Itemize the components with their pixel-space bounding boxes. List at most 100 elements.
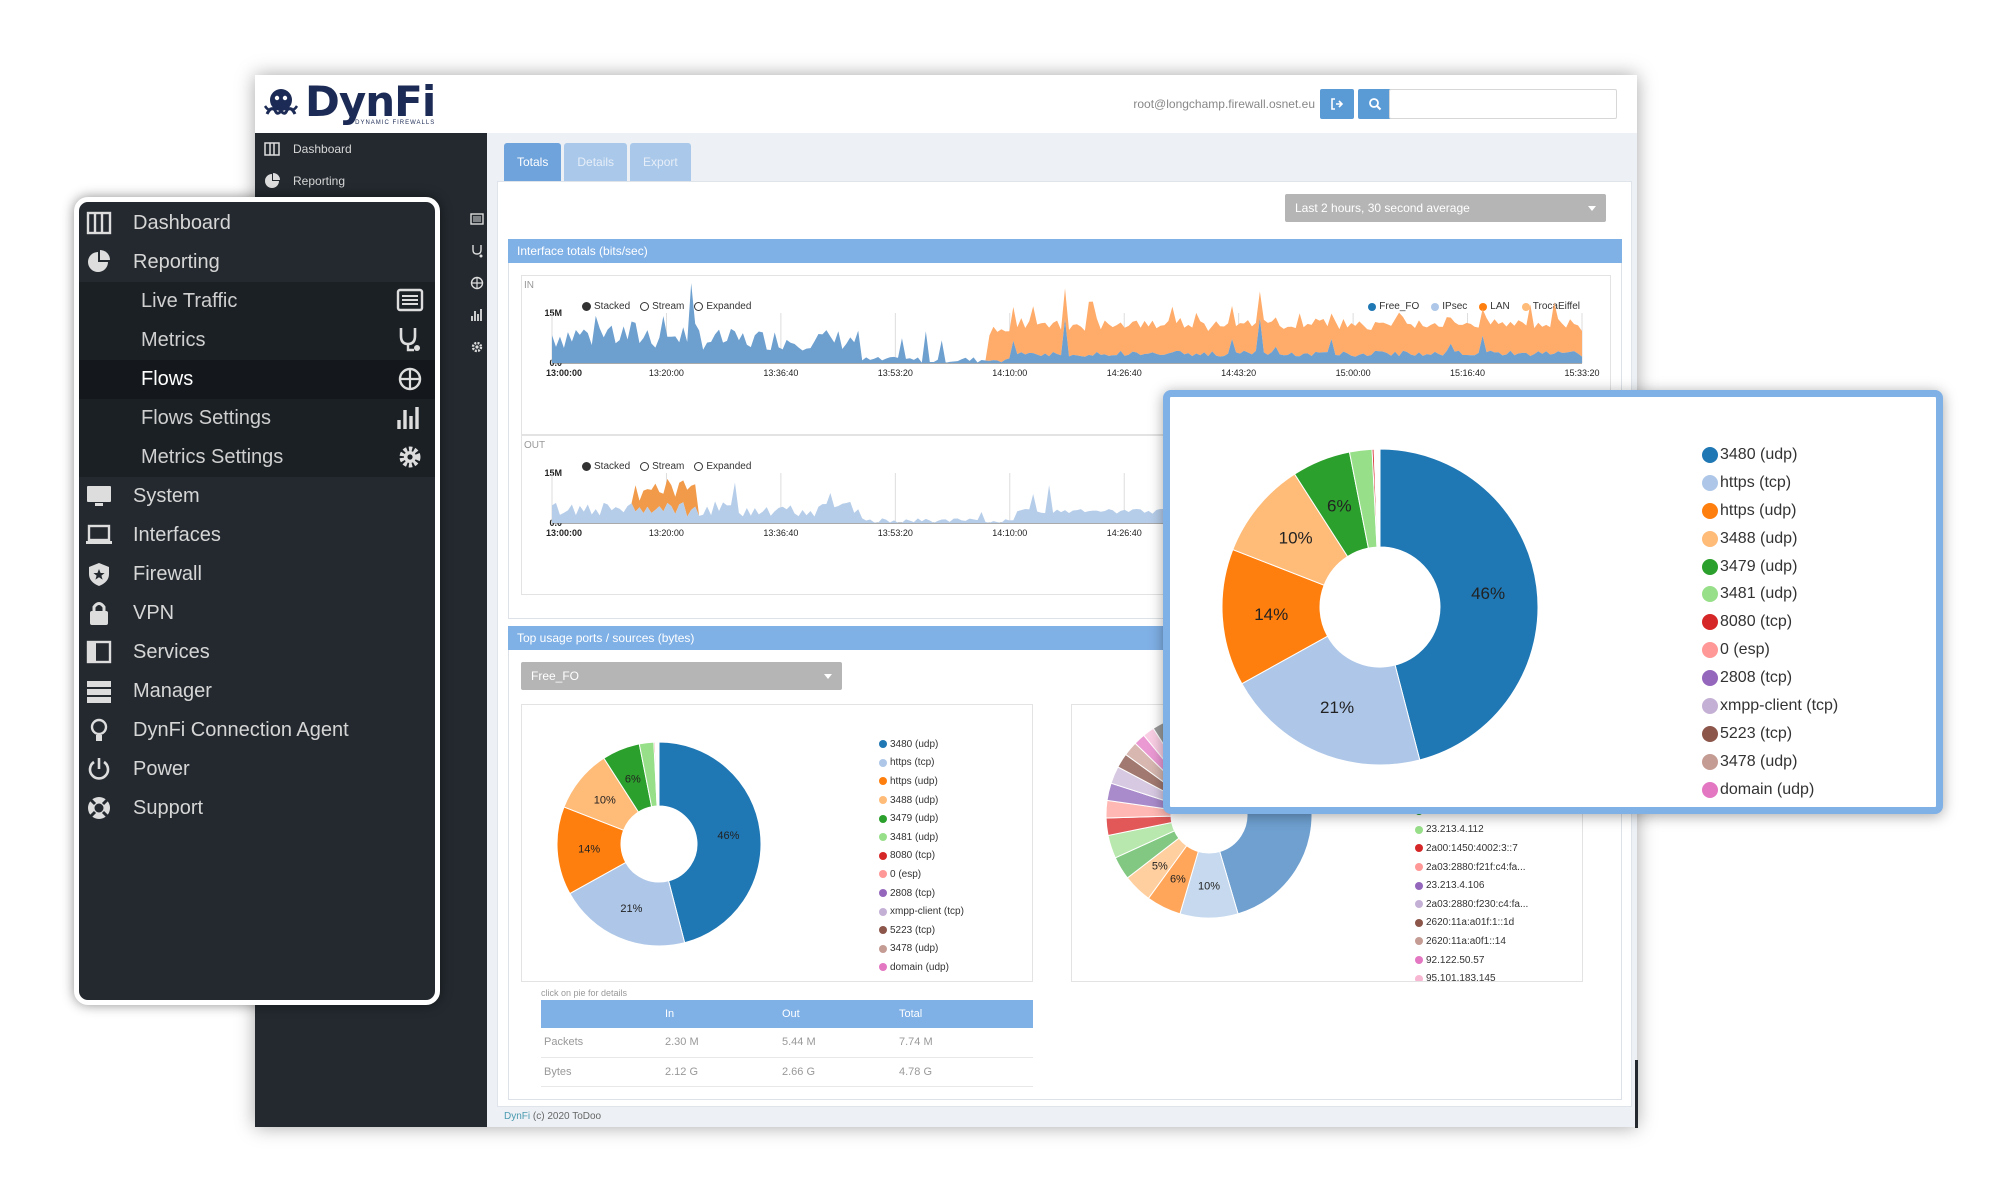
mode-stream[interactable]: Stream <box>640 461 684 472</box>
dashboard-icon <box>86 211 112 235</box>
mode-expanded[interactable]: Expanded <box>694 461 751 472</box>
legend-item[interactable]: 23.213.4.112 <box>1415 821 1528 840</box>
legend-item[interactable]: 8080 (tcp) <box>1702 608 1838 636</box>
legend-item[interactable]: xmpp-client (tcp) <box>1702 692 1838 720</box>
legend-item[interactable]: xmpp-client (tcp) <box>879 902 964 921</box>
sidebar-item-interfaces[interactable]: Interfaces <box>79 516 435 555</box>
pie-slice[interactable] <box>657 741 660 807</box>
logout-button[interactable] <box>1320 89 1354 119</box>
mode-expanded[interactable]: Expanded <box>694 301 751 312</box>
sidebar-item-reporting[interactable]: Reporting <box>255 165 487 197</box>
legend-dot <box>879 777 887 786</box>
pie-slice[interactable] <box>1241 635 1421 766</box>
legend-item[interactable]: domain (udp) <box>879 958 964 977</box>
pie-slice[interactable] <box>1378 448 1381 548</box>
legend-dot <box>1702 753 1718 770</box>
tab-totals[interactable]: Totals <box>504 143 562 181</box>
sidebar-item-dashboard[interactable]: Dashboard <box>79 204 435 243</box>
pie-slice-label: 21% <box>1320 698 1354 717</box>
legend-item[interactable]: 8080 (tcp) <box>879 847 964 866</box>
sidebar-item-system[interactable]: System <box>79 477 435 516</box>
legend-dot <box>1415 918 1423 927</box>
legend-item[interactable]: 2620:11a:a0f1::14 <box>1415 932 1528 951</box>
sidebar-item-firewall[interactable]: Firewall <box>79 555 435 594</box>
legend-item[interactable]: 3488 (udp) <box>1702 525 1838 553</box>
x-tick-label: 13:36:40 <box>763 368 798 378</box>
legend-item[interactable]: 92.122.50.57 <box>1415 951 1528 970</box>
pie-slice[interactable] <box>658 741 762 944</box>
metrics-settings-icon[interactable] <box>467 331 487 363</box>
sidebar-item-flows[interactable]: Flows <box>79 360 435 399</box>
tab-export[interactable]: Export <box>630 143 691 181</box>
legend-item[interactable]: 3481 (udp) <box>879 828 964 847</box>
sidebar-item-services[interactable]: Services <box>79 633 435 672</box>
legend-item[interactable]: https (udp) <box>1702 497 1838 525</box>
sidebar-item-live-traffic[interactable]: Live Traffic <box>79 282 435 321</box>
legend-lan[interactable]: LAN <box>1479 301 1510 312</box>
mode-stream[interactable]: Stream <box>640 301 684 312</box>
logout-icon <box>1331 98 1344 110</box>
legend-item[interactable]: 2620:11a:a01f:1::1d <box>1415 914 1528 933</box>
series-area[interactable] <box>552 283 1582 363</box>
pie-slice[interactable] <box>1221 548 1329 685</box>
sidebar-item-dynfi-connection-agent[interactable]: DynFi Connection Agent <box>79 711 435 750</box>
legend-item[interactable]: 95.101.183.145 <box>1415 969 1528 981</box>
legend-item[interactable]: 5223 (tcp) <box>879 921 964 940</box>
search-input[interactable] <box>1389 89 1617 119</box>
sidebar-item-metrics-settings[interactable]: Metrics Settings <box>79 438 435 477</box>
legend-item[interactable]: 5223 (tcp) <box>1702 720 1838 748</box>
sidebar-item-metrics[interactable]: Metrics <box>79 321 435 360</box>
services-icon <box>86 640 112 664</box>
legend-item[interactable]: 2808 (tcp) <box>1702 664 1838 692</box>
series-area[interactable] <box>552 283 1582 363</box>
legend-item[interactable]: 2808 (tcp) <box>879 884 964 903</box>
pie-slice[interactable] <box>1379 448 1539 761</box>
tab-details[interactable]: Details <box>564 143 628 181</box>
sidebar-item-support[interactable]: Support <box>79 789 435 828</box>
legend-item[interactable]: 3488 (udp) <box>879 791 964 810</box>
legend-item[interactable]: 2a03:2880:f21f:c4:fa... <box>1415 858 1528 877</box>
legend-item[interactable]: 3478 (udp) <box>1702 748 1838 776</box>
legend-dot <box>1702 614 1718 631</box>
legend-item[interactable]: 3478 (udp) <box>879 940 964 959</box>
mode-stacked[interactable]: Stacked <box>582 461 630 472</box>
search-button[interactable] <box>1358 89 1392 119</box>
footer-brand-link[interactable]: DynFi <box>504 1111 531 1122</box>
legend-item[interactable]: 3479 (udp) <box>1702 553 1838 581</box>
sidebar-item-reporting[interactable]: Reporting <box>79 243 435 282</box>
sidebar-item-dashboard[interactable]: Dashboard <box>255 133 487 165</box>
legend-item[interactable]: 3480 (udp) <box>879 735 964 754</box>
legend-item[interactable]: https (tcp) <box>879 754 964 773</box>
ports-pie-chart-zoom[interactable]: 46% 21% 14% 10% 6% <box>1210 437 1550 777</box>
flows-icon[interactable] <box>467 267 487 299</box>
legend-item[interactable]: 0 (esp) <box>1702 636 1838 664</box>
legend-free-fo[interactable]: Free_FO <box>1368 301 1419 312</box>
legend-item[interactable]: https (tcp) <box>1702 469 1838 497</box>
legend-item[interactable]: https (udp) <box>879 772 964 791</box>
mode-stacked[interactable]: Stacked <box>582 301 630 312</box>
sidebar-item-power[interactable]: Power <box>79 750 435 789</box>
legend-item[interactable]: 0 (esp) <box>879 865 964 884</box>
live-traffic-icon[interactable] <box>467 203 487 235</box>
legend-item[interactable]: 2a03:2880:f230:c4:fa... <box>1415 895 1528 914</box>
legend-label: 3481 (udp) <box>890 831 939 843</box>
legend-ipsec[interactable]: IPsec <box>1431 301 1467 312</box>
ports-pie-chart[interactable]: 46% 21% 14% 10% 6% <box>522 705 792 975</box>
sidebar-item-vpn[interactable]: VPN <box>79 594 435 633</box>
flows-settings-icon[interactable] <box>467 299 487 331</box>
time-range-select[interactable]: Last 2 hours, 30 second average <box>1285 194 1606 222</box>
legend-item[interactable]: 3481 (udp) <box>1702 580 1838 608</box>
legend-item[interactable]: 23.213.4.106 <box>1415 876 1528 895</box>
metrics-icon[interactable] <box>467 235 487 267</box>
sidebar-item-manager[interactable]: Manager <box>79 672 435 711</box>
user-name[interactable]: root@longchamp.firewall.osnet.eu <box>1133 97 1315 111</box>
legend-trocaeiffel[interactable]: TrocaEiffel <box>1521 301 1580 312</box>
interface-select[interactable]: Free_FO <box>521 662 842 690</box>
pie-slice[interactable] <box>569 861 686 947</box>
legend-item[interactable]: domain (udp) <box>1702 776 1838 804</box>
logo[interactable]: DynFi DYNAMIC FIREWALLS <box>261 81 436 127</box>
legend-item[interactable]: 3480 (udp) <box>1702 441 1838 469</box>
legend-item[interactable]: 3479 (udp) <box>879 809 964 828</box>
sidebar-item-flows-settings[interactable]: Flows Settings <box>79 399 435 438</box>
legend-item[interactable]: 2a00:1450:4002:3::7 <box>1415 839 1528 858</box>
